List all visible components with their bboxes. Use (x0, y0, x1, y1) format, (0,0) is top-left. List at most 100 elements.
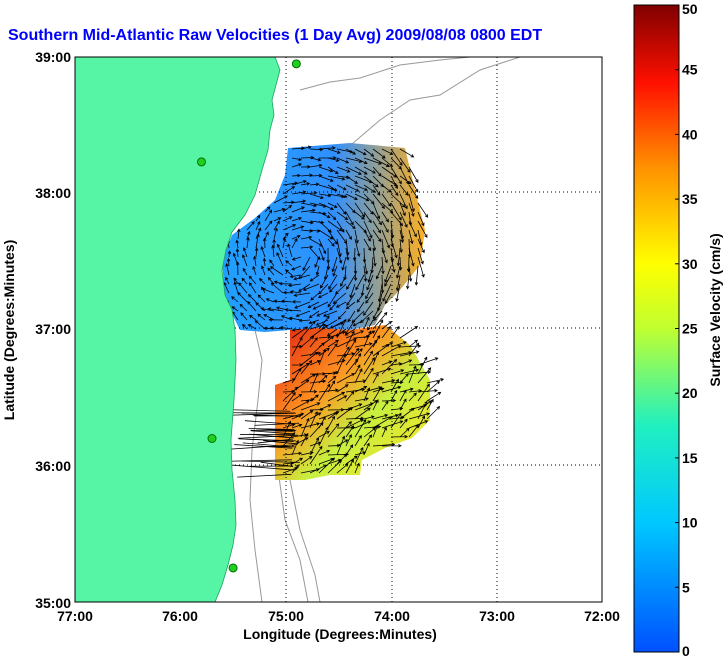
velocity-arrow (381, 184, 392, 193)
velocity-arrow (241, 460, 300, 463)
velocity-arrow (352, 247, 357, 262)
velocity-arrow (291, 157, 303, 162)
velocity-arrow (309, 445, 323, 465)
velocity-arrow (337, 310, 347, 320)
velocity-arrow (249, 433, 294, 439)
velocity-arrow (363, 265, 368, 283)
velocity-arrow (345, 330, 355, 348)
velocity-arrow (265, 298, 275, 303)
velocity-arrow (372, 229, 382, 243)
velocity-arrow (282, 386, 299, 402)
velocity-arrow (282, 224, 297, 231)
velocity-arrow (417, 238, 425, 254)
velocity-arrow (363, 211, 372, 224)
velocity-arrow (390, 256, 396, 273)
velocity-arrow (381, 211, 389, 223)
colorbar-tick-label: 35 (682, 191, 698, 207)
velocity-arrow (345, 458, 354, 474)
velocity-arrow (372, 301, 383, 320)
x-tick-label: 75:00 (268, 608, 304, 624)
velocity-arrow (336, 353, 347, 375)
velocity-arrow (354, 364, 361, 375)
velocity-arrow (354, 157, 368, 165)
velocity-arrow (314, 256, 320, 268)
velocity-arrow (354, 193, 370, 202)
velocity-arrow (273, 299, 284, 304)
velocity-arrow (285, 260, 293, 267)
velocity-arrow (240, 312, 248, 321)
velocity-arrow (372, 343, 390, 357)
velocity-arrow (417, 400, 428, 420)
velocity-arrow (381, 256, 385, 275)
velocity-arrow (408, 420, 429, 429)
velocity-arrow (275, 306, 293, 312)
velocity-arrow (381, 420, 404, 429)
velocity-arrow (291, 225, 305, 231)
velocity-arrow (255, 233, 260, 249)
velocity-arrow (365, 292, 374, 304)
velocity-arrow (298, 265, 311, 280)
velocity-arrow (282, 205, 293, 213)
velocity-arrow (390, 238, 398, 259)
velocity-arrow (408, 193, 415, 213)
velocity-arrow (354, 148, 367, 156)
velocity-arrow (318, 315, 330, 330)
velocity-arrow (408, 392, 417, 402)
velocity-arrow (340, 274, 347, 287)
velocity-arrow (363, 220, 373, 239)
velocity-arrow (255, 428, 296, 432)
velocity-arrow (399, 373, 409, 384)
radar-station (207, 434, 217, 443)
velocity-arrow (260, 246, 266, 258)
velocity-arrow (327, 380, 336, 393)
velocity-arrow (226, 257, 231, 267)
velocity-arrow (345, 184, 360, 192)
velocity-arrow (345, 358, 359, 375)
velocity-arrow (336, 373, 356, 384)
velocity-arrow (390, 202, 402, 221)
velocity-arrow (235, 261, 240, 276)
velocity-arrow (345, 193, 358, 201)
velocity-arrow (372, 211, 382, 226)
velocity-arrow (367, 319, 374, 331)
velocity-arrow (300, 410, 314, 420)
velocity-arrow (309, 157, 322, 162)
velocity-arrow (417, 247, 424, 265)
velocity-arrow (236, 228, 241, 240)
velocity-arrow (246, 221, 255, 231)
velocity-arrow (250, 430, 293, 435)
velocity-arrow (298, 283, 311, 292)
velocity-arrow (381, 148, 394, 155)
velocity-arrow (327, 184, 338, 192)
velocity-arrow (399, 202, 406, 217)
velocity-arrow (399, 184, 409, 196)
velocity-arrow (372, 148, 386, 159)
velocity-arrow (381, 443, 402, 448)
velocity-arrow (336, 157, 350, 164)
velocity-arrow (300, 335, 315, 348)
velocity-arrow (327, 322, 345, 330)
velocity-arrow (260, 307, 275, 312)
velocity-arrow (336, 193, 348, 198)
velocity-arrow (390, 175, 398, 190)
velocity-arrow (300, 182, 311, 186)
velocity-arrow (345, 148, 357, 155)
velocity-arrow (252, 265, 257, 276)
velocity-arrow (346, 292, 356, 306)
velocity-arrow (289, 274, 302, 279)
velocity-arrow (282, 290, 293, 295)
velocity-arrow (302, 283, 320, 291)
velocity-arrow (308, 310, 320, 319)
velocity-arrow (381, 379, 396, 384)
velocity-arrow (227, 459, 293, 462)
velocity-arrow (336, 406, 354, 420)
velocity-arrow (268, 318, 284, 322)
velocity-arrow (399, 157, 411, 173)
velocity-arrow (345, 229, 352, 240)
velocity-arrow (345, 301, 356, 310)
velocity-arrow (390, 434, 409, 439)
colorbar-tick-label: 0 (682, 643, 690, 659)
velocity-arrow (395, 265, 401, 279)
velocity-arrow (354, 385, 368, 393)
stations (196, 59, 301, 573)
